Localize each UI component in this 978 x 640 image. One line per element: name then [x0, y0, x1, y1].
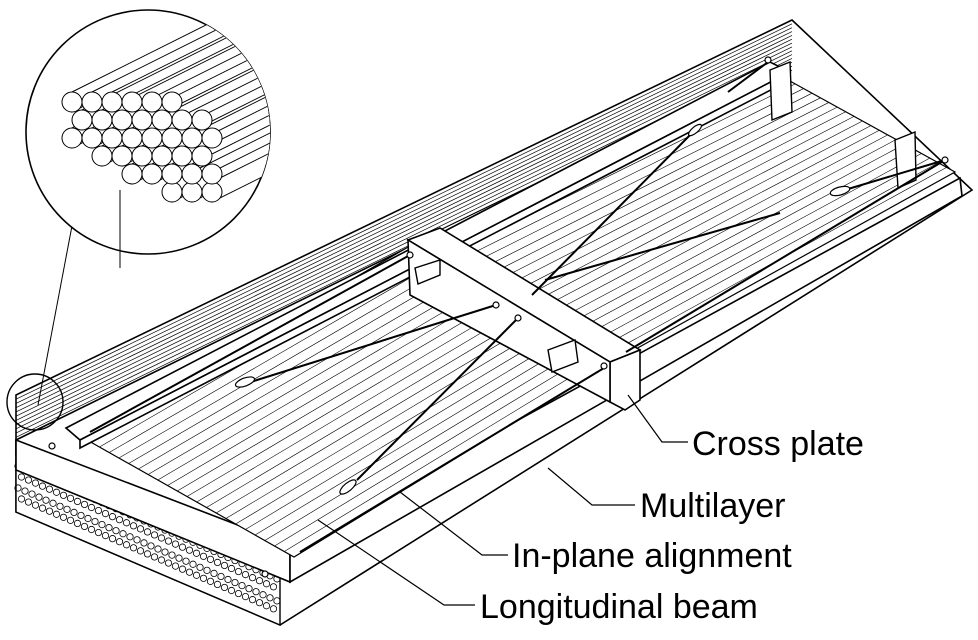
anchors — [48, 56, 949, 578]
label-cross-plate: Cross plate — [692, 425, 864, 463]
in-plane-alignment-leader — [399, 491, 508, 556]
wire-4 — [299, 367, 605, 553]
floor-stripes — [89, 74, 947, 552]
wire-2 — [237, 304, 497, 387]
inset-leader-line — [37, 209, 76, 406]
wire-8 — [727, 61, 769, 93]
cross-plate-leader — [627, 394, 688, 443]
label-in-plane-alignment: In-plane alignment — [512, 537, 792, 575]
alignment-wires — [89, 61, 946, 553]
multilayer-leader — [547, 467, 635, 506]
wire-9 — [837, 159, 946, 193]
rib-3 — [769, 60, 793, 122]
rib-2 — [547, 339, 579, 373]
wire-6 — [544, 212, 781, 281]
wire-3 — [356, 317, 519, 481]
label-multilayer: Multilayer — [640, 487, 785, 525]
wire-1 — [89, 254, 411, 433]
inset-source-circle — [6, 373, 64, 431]
callout-leaders — [317, 394, 688, 606]
longitudinal-beam-leader — [317, 519, 475, 606]
label-longitudinal-beam: Longitudinal beam — [480, 588, 758, 626]
wire-7 — [625, 159, 946, 353]
rib-1 — [414, 259, 441, 285]
wire-5 — [531, 129, 696, 296]
